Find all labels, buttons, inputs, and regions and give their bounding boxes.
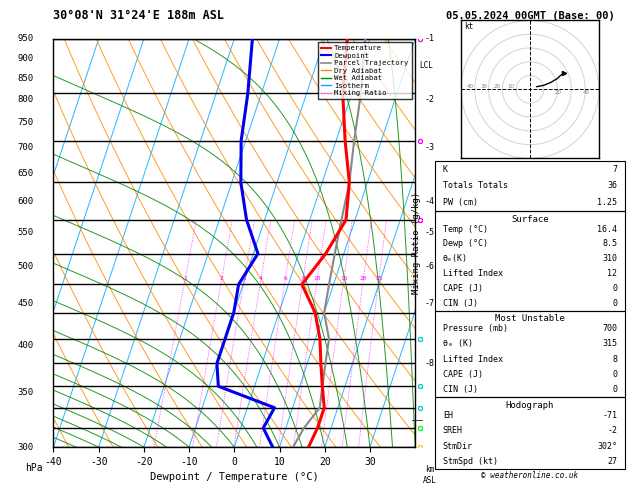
Text: -4: -4 (424, 197, 434, 206)
Text: 450: 450 (18, 299, 33, 308)
Text: -71: -71 (602, 411, 617, 420)
Text: Totals Totals: Totals Totals (443, 181, 508, 191)
Bar (435, 161, 625, 211)
Text: 20: 20 (494, 84, 501, 89)
Bar (435, 211, 625, 311)
Text: θₑ(K): θₑ(K) (443, 254, 468, 263)
Text: 0: 0 (612, 284, 617, 293)
Text: -1: -1 (424, 35, 434, 43)
Text: 750: 750 (18, 118, 33, 127)
Text: 950: 950 (18, 35, 33, 43)
Text: EH: EH (443, 411, 453, 420)
Text: StmSpd (kt): StmSpd (kt) (443, 457, 498, 466)
Text: 850: 850 (18, 74, 33, 83)
Text: Lifted Index: Lifted Index (443, 355, 503, 364)
Text: 20: 20 (555, 89, 562, 95)
Text: Lifted Index: Lifted Index (443, 269, 503, 278)
Text: kt: kt (464, 22, 473, 31)
Text: 15: 15 (340, 276, 348, 281)
Text: CIN (J): CIN (J) (443, 298, 478, 308)
Text: 2: 2 (220, 276, 224, 281)
Text: 700: 700 (18, 142, 33, 152)
Text: 0: 0 (612, 385, 617, 394)
Text: PW (cm): PW (cm) (443, 198, 478, 207)
Text: 3: 3 (243, 276, 247, 281)
Text: 12: 12 (607, 269, 617, 278)
Text: 700: 700 (602, 324, 617, 333)
Text: LCL: LCL (420, 62, 433, 70)
Bar (435, 397, 625, 469)
Text: 1.25: 1.25 (597, 198, 617, 207)
Text: 8: 8 (612, 355, 617, 364)
Text: 40: 40 (466, 84, 474, 89)
Text: K: K (443, 165, 448, 174)
Text: 7: 7 (612, 165, 617, 174)
Text: 6: 6 (284, 276, 287, 281)
Text: 40: 40 (582, 89, 589, 95)
Text: km
ASL: km ASL (423, 466, 437, 485)
Text: 650: 650 (18, 169, 33, 178)
Text: 400: 400 (18, 341, 33, 350)
Text: -5: -5 (424, 228, 434, 237)
Text: 4: 4 (259, 276, 263, 281)
Legend: Temperature, Dewpoint, Parcel Trajectory, Dry Adiabat, Wet Adiabat, Isotherm, Mi: Temperature, Dewpoint, Parcel Trajectory… (318, 42, 411, 99)
Text: 30: 30 (480, 84, 487, 89)
Text: StmDir: StmDir (443, 441, 473, 451)
Text: 10: 10 (508, 84, 515, 89)
Text: -3: -3 (424, 142, 434, 152)
Text: 900: 900 (18, 53, 33, 63)
Text: 0: 0 (612, 370, 617, 379)
Text: θₑ (K): θₑ (K) (443, 340, 473, 348)
Text: CAPE (J): CAPE (J) (443, 284, 482, 293)
Text: 10: 10 (314, 276, 321, 281)
Text: Surface: Surface (511, 215, 548, 224)
Text: 315: 315 (602, 340, 617, 348)
Text: 8: 8 (301, 276, 305, 281)
Text: 0: 0 (612, 298, 617, 308)
Text: 310: 310 (602, 254, 617, 263)
Text: -2: -2 (607, 426, 617, 435)
Text: -2: -2 (424, 95, 434, 104)
X-axis label: Dewpoint / Temperature (°C): Dewpoint / Temperature (°C) (150, 472, 319, 483)
Bar (435, 311, 625, 397)
Text: -8: -8 (424, 359, 434, 368)
Text: 25: 25 (376, 276, 382, 281)
Text: SREH: SREH (443, 426, 463, 435)
Text: 16.4: 16.4 (597, 225, 617, 234)
Text: 600: 600 (18, 197, 33, 206)
Text: 36: 36 (607, 181, 617, 191)
Text: -6: -6 (424, 261, 434, 271)
Text: © weatheronline.co.uk: © weatheronline.co.uk (481, 471, 579, 480)
Text: 800: 800 (18, 95, 33, 104)
Text: CIN (J): CIN (J) (443, 385, 478, 394)
Text: Dewp (°C): Dewp (°C) (443, 239, 487, 248)
Text: CAPE (J): CAPE (J) (443, 370, 482, 379)
Text: Temp (°C): Temp (°C) (443, 225, 487, 234)
Text: 05.05.2024 00GMT (Base: 00): 05.05.2024 00GMT (Base: 00) (445, 11, 615, 21)
Text: Most Unstable: Most Unstable (495, 314, 565, 324)
Text: 8.5: 8.5 (602, 239, 617, 248)
Text: 300: 300 (18, 443, 33, 451)
Text: 302°: 302° (597, 441, 617, 451)
Text: 27: 27 (607, 457, 617, 466)
Text: 1: 1 (184, 276, 187, 281)
Text: Mixing Ratio (g/kg): Mixing Ratio (g/kg) (412, 192, 421, 294)
Text: 550: 550 (18, 228, 33, 237)
Text: -7: -7 (424, 299, 434, 308)
Text: 350: 350 (18, 388, 33, 397)
Text: Hodograph: Hodograph (506, 401, 554, 410)
Text: Pressure (mb): Pressure (mb) (443, 324, 508, 333)
Text: 30°08'N 31°24'E 188m ASL: 30°08'N 31°24'E 188m ASL (53, 9, 225, 22)
Text: hPa: hPa (25, 464, 42, 473)
Text: 20: 20 (360, 276, 367, 281)
Text: 500: 500 (18, 261, 33, 271)
